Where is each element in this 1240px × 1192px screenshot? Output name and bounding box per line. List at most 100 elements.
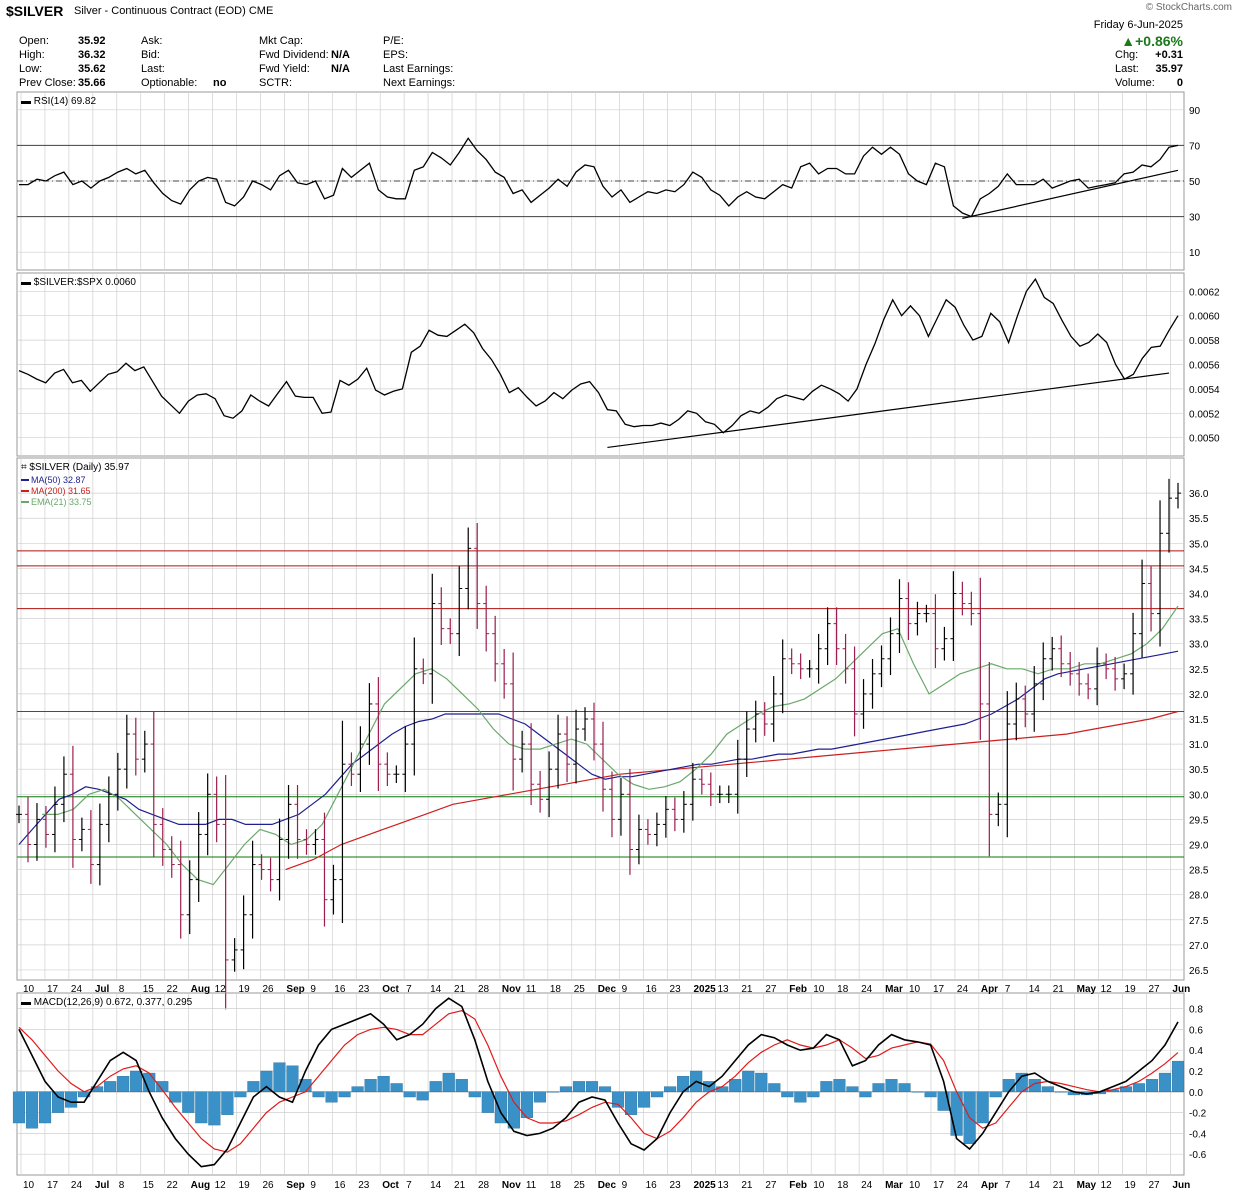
price-bar <box>195 812 202 902</box>
quote-label: Next Earnings: <box>383 77 456 89</box>
price-bar <box>1121 663 1128 690</box>
macd-histogram-bar <box>937 1091 950 1111</box>
price-bar <box>33 803 40 861</box>
y-tick-label: 32.0 <box>1189 690 1209 701</box>
quote-value: 35.62 <box>78 63 106 75</box>
panel-title: ▬ RSI(14) 69.82 <box>21 96 96 107</box>
price-bar <box>231 938 238 972</box>
x-tick-label: 16 <box>646 984 658 995</box>
price-bar <box>941 626 948 661</box>
panel-title: ▬ $SILVER:$SPX 0.0060 <box>21 277 136 288</box>
price-bar <box>680 791 687 833</box>
macd-histogram-bar <box>924 1091 937 1098</box>
x-tick-label: 24 <box>957 984 969 995</box>
change-percent: ▲+0.86% <box>1121 33 1183 49</box>
y-tick-label: 31.5 <box>1189 715 1209 726</box>
quote-date: Friday 6-Jun-2025 <box>1093 19 1183 31</box>
x-tick-label: 7 <box>406 984 412 995</box>
y-tick-label: 34.5 <box>1189 564 1209 575</box>
price-bar <box>653 812 660 847</box>
x-tick-label: Oct <box>382 984 399 995</box>
x-tick-label: Mar <box>885 984 903 995</box>
x-tick-label: 21 <box>454 984 466 995</box>
macd-histogram-bar <box>208 1091 221 1126</box>
macd-histogram-bar <box>52 1091 65 1113</box>
price-bar <box>492 615 499 682</box>
quote-label: SCTR: <box>259 77 292 89</box>
macd-histogram-bar <box>729 1079 742 1092</box>
panel-title: ⌗ $SILVER (Daily) 35.97 <box>21 462 130 473</box>
y-tick-label: 27.0 <box>1189 941 1209 952</box>
x-tick-label: 8 <box>119 984 125 995</box>
price-bar <box>123 714 130 789</box>
macd-histogram-bar <box>781 1091 794 1098</box>
x-tick-label: 2025 <box>693 1180 716 1191</box>
macd-histogram-bar <box>455 1079 468 1092</box>
x-tick-label: 19 <box>1125 984 1137 995</box>
macd-histogram-bar <box>416 1091 429 1101</box>
price-bar <box>806 660 813 678</box>
y-tick-label: 30.0 <box>1189 790 1209 801</box>
price-bar <box>204 773 211 856</box>
price-bar <box>384 752 391 787</box>
macd-histogram-bar <box>572 1081 586 1093</box>
macd-histogram-bar <box>1054 1091 1067 1093</box>
y-tick-label: 50 <box>1189 177 1201 188</box>
y-tick-label: 28.0 <box>1189 891 1209 902</box>
macd-histogram-bar <box>989 1091 1002 1098</box>
price-bar <box>1103 653 1110 680</box>
quote-label: Last: <box>1115 63 1139 75</box>
price-bar <box>698 768 705 795</box>
macd-histogram-bar <box>833 1079 846 1092</box>
x-tick-label: Sep <box>286 984 304 995</box>
description-text: Silver - Continuous Contract (EOD) <box>74 5 246 17</box>
x-tick-label: 14 <box>1029 1180 1041 1191</box>
price-bar <box>842 633 849 684</box>
macd-histogram-bar <box>325 1091 338 1103</box>
x-tick-label: 17 <box>47 984 59 995</box>
macd-histogram-bar <box>260 1070 273 1092</box>
price-bar <box>959 581 966 616</box>
quote-label: Low: <box>19 63 43 75</box>
macd-histogram-bar <box>664 1086 677 1092</box>
macd-histogram-bar <box>25 1091 39 1129</box>
price-bar <box>986 662 993 857</box>
x-tick-label: 9 <box>310 1180 316 1191</box>
price-bar <box>87 810 94 884</box>
x-tick-label: May <box>1077 984 1097 995</box>
y-tick-label: 0.0052 <box>1189 409 1220 420</box>
macd-histogram-bar <box>12 1091 26 1124</box>
x-tick-label: Nov <box>502 1180 521 1191</box>
price-bar <box>348 752 355 787</box>
macd-histogram-bar <box>859 1091 872 1098</box>
price-bar <box>483 585 490 652</box>
price-bar <box>501 648 508 699</box>
x-tick-label: 28 <box>478 1180 490 1191</box>
price-bar <box>914 601 921 636</box>
y-tick-label: 0.0054 <box>1189 385 1220 396</box>
price-bar <box>761 702 768 736</box>
macd-histogram-bar <box>1041 1086 1054 1092</box>
price-bar <box>438 587 445 645</box>
price-bar <box>1148 565 1155 632</box>
macd-histogram-bar <box>494 1091 507 1124</box>
price-bar <box>591 702 598 761</box>
x-tick-label: 18 <box>837 984 849 995</box>
macd-histogram-bar <box>768 1083 781 1092</box>
x-tick-label: Oct <box>382 1180 399 1191</box>
macd-histogram-bar <box>286 1065 299 1093</box>
price-bar <box>258 854 265 880</box>
y-tick-label: 0.0 <box>1189 1088 1203 1099</box>
price-bar <box>1049 636 1056 671</box>
macd-histogram-bar <box>1002 1079 1015 1092</box>
price-bar <box>671 797 678 832</box>
x-tick-label: 10 <box>813 1180 825 1191</box>
quote-label: Last Earnings: <box>383 63 454 75</box>
quote-value: 35.92 <box>78 35 106 47</box>
price-bar <box>510 652 517 791</box>
x-tick-label: Aug <box>191 984 210 995</box>
symbol-title: $SILVER <box>6 3 64 19</box>
x-tick-label: Jun <box>1172 1180 1190 1191</box>
